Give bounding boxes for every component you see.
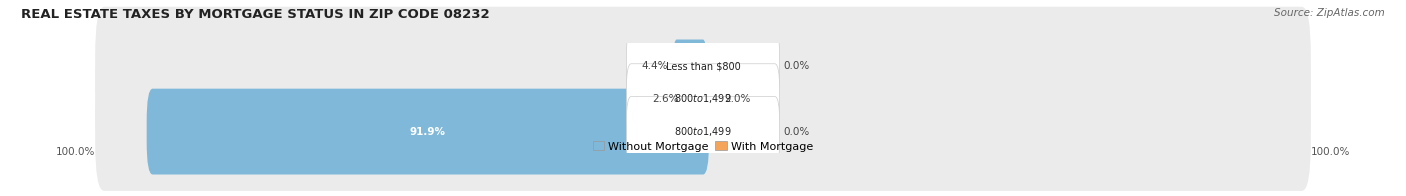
Text: 0.0%: 0.0% [785,127,810,137]
FancyBboxPatch shape [96,72,1310,191]
Legend: Without Mortgage, With Mortgage: Without Mortgage, With Mortgage [588,137,818,156]
Text: 0.0%: 0.0% [785,61,810,71]
Text: 4.4%: 4.4% [641,61,668,71]
Text: 91.9%: 91.9% [409,127,446,137]
FancyBboxPatch shape [626,64,780,134]
Text: $800 to $1,499: $800 to $1,499 [675,125,731,138]
FancyBboxPatch shape [96,40,1310,158]
FancyBboxPatch shape [626,31,780,101]
FancyBboxPatch shape [673,40,706,93]
Text: 100.0%: 100.0% [1310,147,1350,157]
Text: REAL ESTATE TAXES BY MORTGAGE STATUS IN ZIP CODE 08232: REAL ESTATE TAXES BY MORTGAGE STATUS IN … [21,8,489,21]
Text: 2.6%: 2.6% [652,94,679,104]
Text: $800 to $1,499: $800 to $1,499 [675,92,731,105]
FancyBboxPatch shape [96,7,1310,125]
Text: Less than $800: Less than $800 [665,61,741,71]
FancyBboxPatch shape [626,96,780,167]
Text: Source: ZipAtlas.com: Source: ZipAtlas.com [1274,8,1385,18]
Text: 100.0%: 100.0% [56,147,96,157]
FancyBboxPatch shape [685,72,706,125]
Text: 2.0%: 2.0% [724,94,751,104]
FancyBboxPatch shape [700,72,718,125]
FancyBboxPatch shape [146,89,709,174]
